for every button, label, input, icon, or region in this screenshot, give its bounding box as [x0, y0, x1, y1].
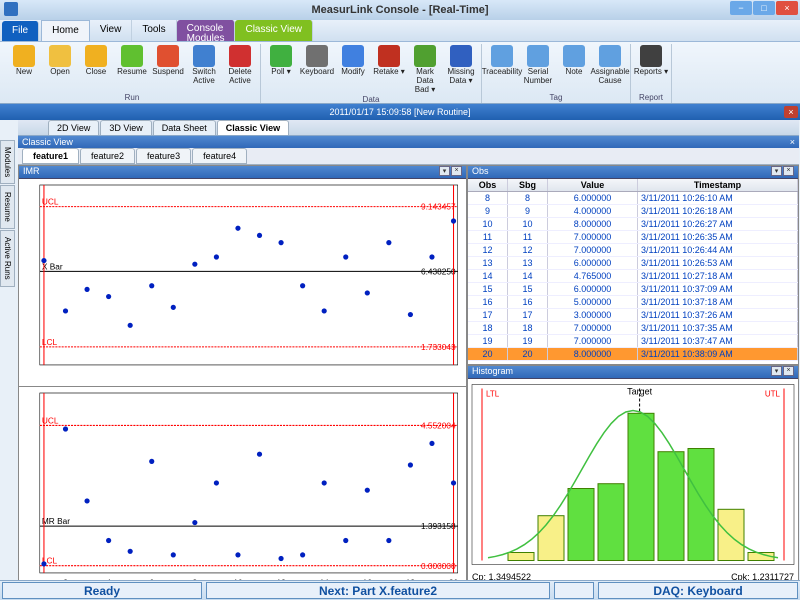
ribbon-keyboard-button[interactable]: Keyboard [299, 44, 335, 95]
svg-text:MR Bar: MR Bar [42, 516, 70, 526]
xbar-chart: UCL9.143457X Bar6.438250LCL1.733043 [19, 179, 466, 387]
panel-pin-icon[interactable]: ▾ [439, 166, 450, 176]
panel-close-icon[interactable]: × [790, 137, 795, 147]
table-row[interactable]: 17173.0000003/11/2011 10:37:26 AM [468, 309, 798, 322]
panel-close-icon[interactable]: × [451, 166, 462, 176]
svg-text:9.143457: 9.143457 [421, 202, 456, 212]
table-row[interactable]: 11117.0000003/11/2011 10:26:35 AM [468, 231, 798, 244]
status-bar: Ready Next: Part X.feature2 DAQ: Keyboar… [0, 580, 800, 600]
routine-close-icon[interactable]: × [784, 106, 798, 118]
close-button[interactable]: × [776, 1, 798, 15]
ribbon-suspend-button[interactable]: Suspend [150, 44, 186, 93]
svg-text:Target: Target [627, 387, 653, 397]
ribbon-resume-button[interactable]: Resume [114, 44, 150, 93]
panel-pin-icon[interactable]: ▾ [771, 166, 782, 176]
classic-view-title: Classic View [22, 137, 73, 147]
obs-table[interactable]: ObsSbgValueTimestamp886.0000003/11/2011 … [468, 179, 798, 364]
table-row[interactable]: 14144.7650003/11/2011 10:27:18 AM [468, 270, 798, 283]
view-tabs: 2D View3D ViewData SheetClassic View [18, 120, 799, 136]
ribbon-open-button[interactable]: Open [42, 44, 78, 93]
ribbon-new-button[interactable]: New [6, 44, 42, 93]
ribbon: NewOpenCloseResumeSuspendSwitchActiveDel… [0, 42, 800, 104]
sidetab-active-runs[interactable]: Active Runs [0, 230, 15, 287]
ribbon-modify-button[interactable]: Modify [335, 44, 371, 95]
routine-bar: 2011/01/17 15:09:58 [New Routine] × [0, 104, 800, 120]
ribbon-traceability-button[interactable]: Traceability [484, 44, 520, 93]
histogram-chart: LTL UTL Target [468, 379, 798, 572]
tab-console-modules[interactable]: Console Modules [177, 20, 236, 41]
featuretab-feature2[interactable]: feature2 [80, 148, 135, 164]
sidetab-resume[interactable]: Resume [0, 185, 15, 229]
svg-text:4.552004: 4.552004 [421, 420, 456, 430]
status-daq: DAQ: Keyboard [598, 582, 798, 599]
histogram-title: Histogram [472, 366, 513, 378]
svg-text:LTL: LTL [486, 390, 500, 399]
table-row[interactable]: 994.0000003/11/2011 10:26:18 AM [468, 205, 798, 218]
ribbon-switch-button[interactable]: SwitchActive [186, 44, 222, 93]
obs-title: Obs [472, 166, 489, 178]
table-row[interactable]: 10108.0000003/11/2011 10:26:27 AM [468, 218, 798, 231]
viewtab-data-sheet[interactable]: Data Sheet [153, 120, 216, 135]
status-next: Next: Part X.feature2 [206, 582, 550, 599]
histogram-header: Histogram ▾× [468, 366, 798, 379]
featuretab-feature1[interactable]: feature1 [22, 148, 79, 164]
mr-chart: UCL4.552004MR Bar1.393158LCL0.0000002468… [19, 387, 466, 595]
qat-icon[interactable] [4, 2, 18, 16]
svg-text:1.393158: 1.393158 [421, 521, 456, 531]
ribbon-poll-button[interactable]: Poll ▾ [263, 44, 299, 95]
svg-text:0.000000: 0.000000 [421, 560, 456, 570]
title-bar: MeasurLink Console - [Real-Time] − □ × [0, 0, 800, 20]
tab-file[interactable]: File [2, 21, 39, 41]
obs-header: Obs ▾× [468, 166, 798, 179]
table-row[interactable]: 18187.0000003/11/2011 10:37:35 AM [468, 322, 798, 335]
status-ready: Ready [2, 582, 202, 599]
featuretab-feature3[interactable]: feature3 [136, 148, 191, 164]
ribbon-serial-button[interactable]: SerialNumber [520, 44, 556, 93]
ribbon-missing-button[interactable]: MissingData ▾ [443, 44, 479, 95]
ribbon-assignable-button[interactable]: AssignableCause [592, 44, 628, 93]
table-row[interactable]: 12127.0000003/11/2011 10:26:44 AM [468, 244, 798, 257]
feature-tabs: feature1feature2feature3feature4 [18, 148, 799, 165]
ribbon-retake-button[interactable]: Retake ▾ [371, 44, 407, 95]
sidetab-modules[interactable]: Modules [0, 140, 15, 184]
svg-text:6.438250: 6.438250 [421, 266, 456, 276]
tab-tools[interactable]: Tools [132, 20, 176, 41]
panel-close-icon[interactable]: × [783, 366, 794, 376]
quick-access-toolbar [4, 2, 18, 16]
window-title: MeasurLink Console - [Real-Time] [311, 4, 488, 16]
imr-header: IMR ▾× [19, 166, 466, 179]
table-row[interactable]: 19197.0000003/11/2011 10:37:47 AM [468, 335, 798, 348]
imr-title: IMR [23, 166, 40, 178]
table-row[interactable]: 15156.0000003/11/2011 10:37:09 AM [468, 283, 798, 296]
ribbon-tabs: File Home View Tools Console Modules Cla… [0, 20, 800, 42]
ribbon-note-button[interactable]: Note [556, 44, 592, 93]
table-row[interactable]: 886.0000003/11/2011 10:26:10 AM [468, 192, 798, 205]
classic-view-header: Classic View × [18, 136, 799, 148]
tab-home[interactable]: Home [41, 20, 90, 41]
minimize-button[interactable]: − [730, 1, 752, 15]
viewtab-3d-view[interactable]: 3D View [100, 120, 151, 135]
table-row[interactable]: 16165.0000003/11/2011 10:37:18 AM [468, 296, 798, 309]
featuretab-feature4[interactable]: feature4 [192, 148, 247, 164]
viewtab-2d-view[interactable]: 2D View [48, 120, 99, 135]
ribbon-close-button[interactable]: Close [78, 44, 114, 93]
svg-text:1.733043: 1.733043 [421, 342, 456, 352]
tab-classic-view[interactable]: Classic View [235, 20, 313, 41]
ribbon-reports-button[interactable]: Reports ▾ [633, 44, 669, 93]
side-tabs: Modules Resume Active Runs [0, 140, 18, 288]
routine-timestamp: 2011/01/17 15:09:58 [New Routine] [330, 107, 471, 117]
status-indicator [554, 582, 594, 599]
table-row[interactable]: 13136.0000003/11/2011 10:26:53 AM [468, 257, 798, 270]
viewtab-classic-view[interactable]: Classic View [217, 120, 289, 135]
panel-pin-icon[interactable]: ▾ [771, 366, 782, 376]
table-row[interactable]: 20208.0000003/11/2011 10:38:09 AM [468, 348, 798, 361]
svg-text:UTL: UTL [765, 390, 781, 399]
tab-view[interactable]: View [90, 20, 133, 41]
ribbon-mark-button[interactable]: Mark DataBad ▾ [407, 44, 443, 95]
maximize-button[interactable]: □ [753, 1, 775, 15]
panel-close-icon[interactable]: × [783, 166, 794, 176]
ribbon-delete-button[interactable]: DeleteActive [222, 44, 258, 93]
